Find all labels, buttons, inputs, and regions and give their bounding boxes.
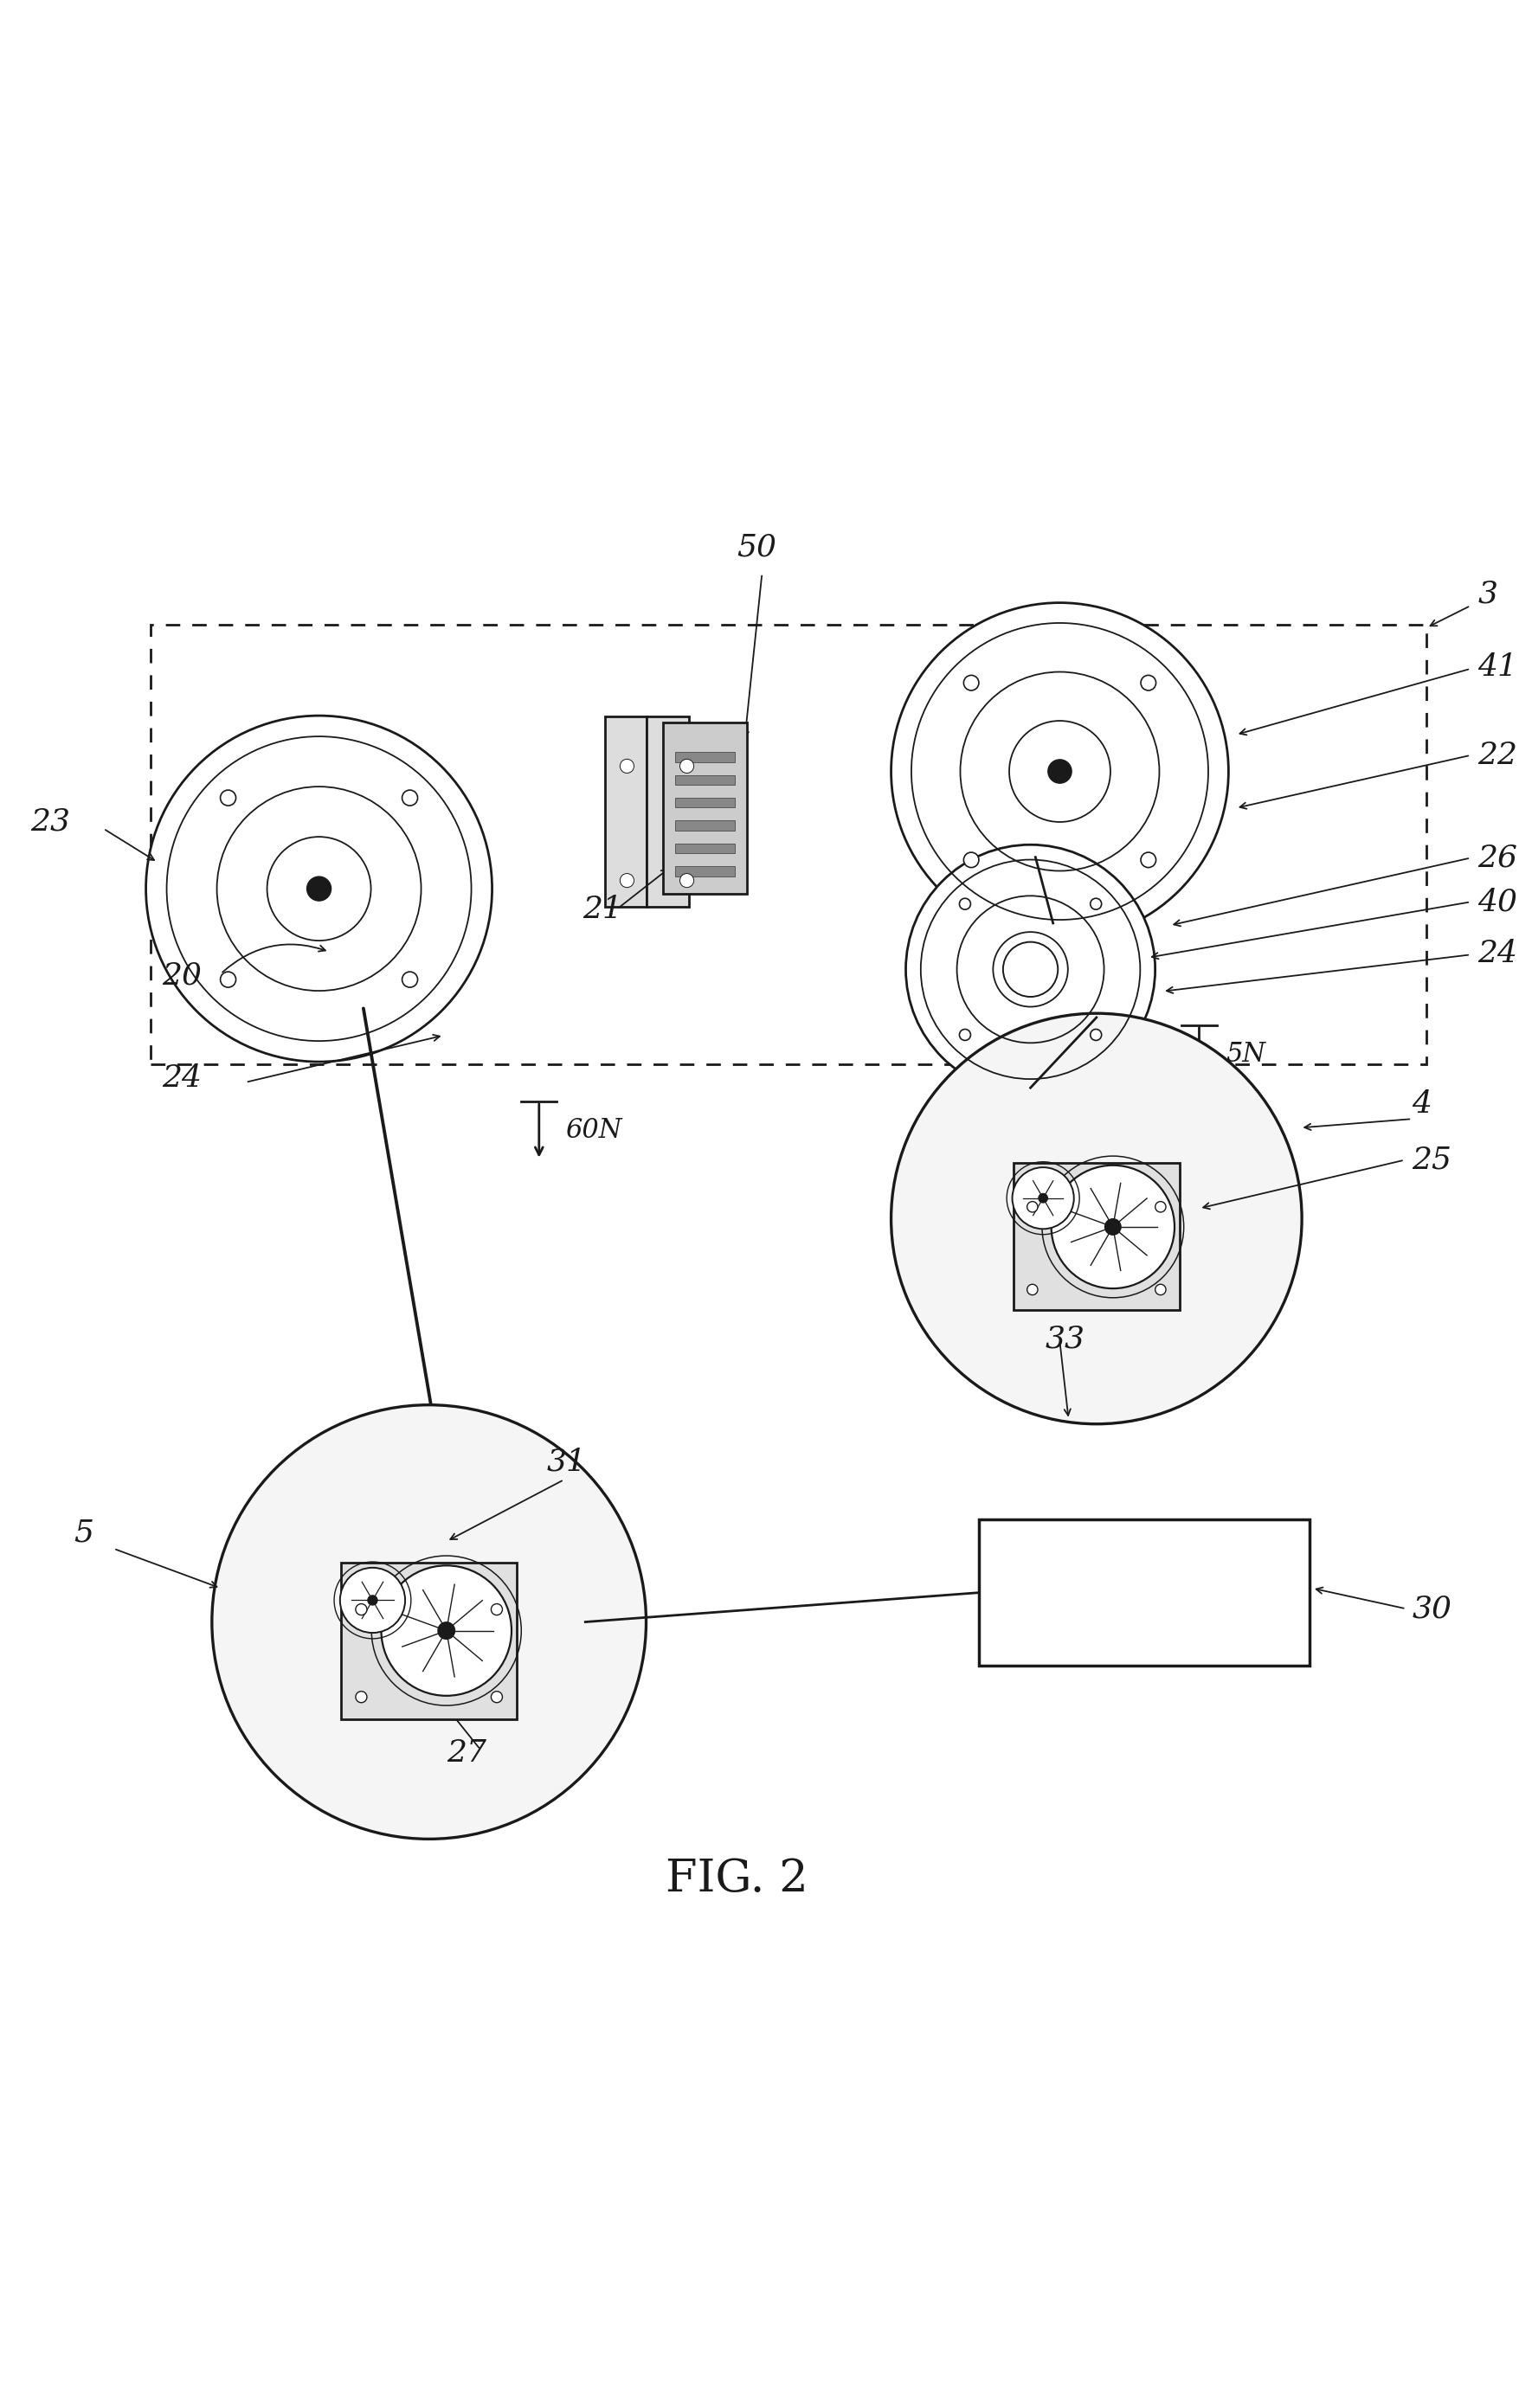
- Text: 4: 4: [1411, 1091, 1431, 1120]
- Text: 23: 23: [30, 807, 70, 836]
- Circle shape: [368, 1597, 377, 1606]
- Circle shape: [1104, 1218, 1121, 1235]
- Circle shape: [905, 845, 1154, 1093]
- Circle shape: [355, 1690, 366, 1702]
- Bar: [340, 1563, 516, 1719]
- Circle shape: [355, 1604, 366, 1616]
- Circle shape: [403, 973, 418, 987]
- Circle shape: [1154, 1283, 1165, 1296]
- Text: 30: 30: [1411, 1594, 1451, 1623]
- Text: 20: 20: [163, 961, 202, 990]
- Circle shape: [620, 874, 633, 889]
- Circle shape: [958, 1028, 971, 1040]
- Circle shape: [1027, 1283, 1037, 1296]
- Circle shape: [307, 877, 331, 901]
- Text: 5N: 5N: [1224, 1040, 1265, 1067]
- Circle shape: [491, 1690, 503, 1702]
- Text: 60N: 60N: [565, 1117, 621, 1144]
- Circle shape: [491, 1604, 503, 1616]
- Bar: [207, 775, 431, 1002]
- Circle shape: [963, 852, 978, 867]
- Circle shape: [1051, 1165, 1174, 1288]
- Text: 22: 22: [1476, 742, 1517, 771]
- Bar: [662, 722, 746, 893]
- Bar: [674, 751, 734, 761]
- Circle shape: [958, 898, 971, 910]
- Text: 27: 27: [447, 1739, 486, 1767]
- Circle shape: [1141, 852, 1156, 867]
- Circle shape: [211, 1404, 646, 1840]
- Circle shape: [340, 1568, 406, 1633]
- Circle shape: [437, 1623, 454, 1640]
- Circle shape: [1012, 1168, 1074, 1228]
- Circle shape: [1003, 942, 1057, 997]
- Bar: [674, 775, 734, 785]
- Text: 31: 31: [545, 1447, 586, 1476]
- Text: FIG. 2: FIG. 2: [665, 1857, 808, 1900]
- Text: 41: 41: [1476, 653, 1517, 681]
- Bar: [647, 718, 688, 908]
- Bar: [674, 843, 734, 852]
- Circle shape: [890, 1014, 1302, 1423]
- Circle shape: [146, 715, 492, 1062]
- Text: 33: 33: [1045, 1324, 1085, 1353]
- Circle shape: [679, 759, 694, 773]
- Circle shape: [1027, 1202, 1037, 1211]
- Text: 50: 50: [737, 532, 776, 561]
- Circle shape: [220, 973, 235, 987]
- Text: 21: 21: [583, 896, 623, 925]
- Circle shape: [381, 1565, 512, 1695]
- Text: 5: 5: [74, 1517, 94, 1548]
- Circle shape: [1089, 1028, 1101, 1040]
- Text: 40: 40: [1476, 886, 1517, 917]
- Circle shape: [1141, 674, 1156, 691]
- Bar: [949, 662, 1170, 881]
- Text: 25: 25: [1411, 1146, 1451, 1175]
- Text: 3: 3: [1476, 580, 1496, 609]
- Bar: [978, 1519, 1308, 1666]
- Text: 24: 24: [1476, 939, 1517, 968]
- Bar: [949, 889, 1110, 1050]
- Text: 24: 24: [163, 1064, 202, 1093]
- Text: 26: 26: [1476, 843, 1517, 872]
- Circle shape: [403, 790, 418, 807]
- Bar: [150, 624, 1426, 1064]
- Circle shape: [1037, 1194, 1047, 1202]
- Bar: [674, 821, 734, 831]
- Circle shape: [1048, 759, 1071, 783]
- Circle shape: [1089, 898, 1101, 910]
- Circle shape: [679, 874, 694, 889]
- Circle shape: [890, 602, 1227, 939]
- Bar: [674, 867, 734, 877]
- Circle shape: [1021, 961, 1039, 978]
- Circle shape: [220, 790, 235, 807]
- Circle shape: [963, 674, 978, 691]
- Bar: [605, 718, 647, 908]
- Circle shape: [620, 759, 633, 773]
- Bar: [674, 797, 734, 807]
- Bar: [1013, 1163, 1179, 1310]
- Circle shape: [1154, 1202, 1165, 1211]
